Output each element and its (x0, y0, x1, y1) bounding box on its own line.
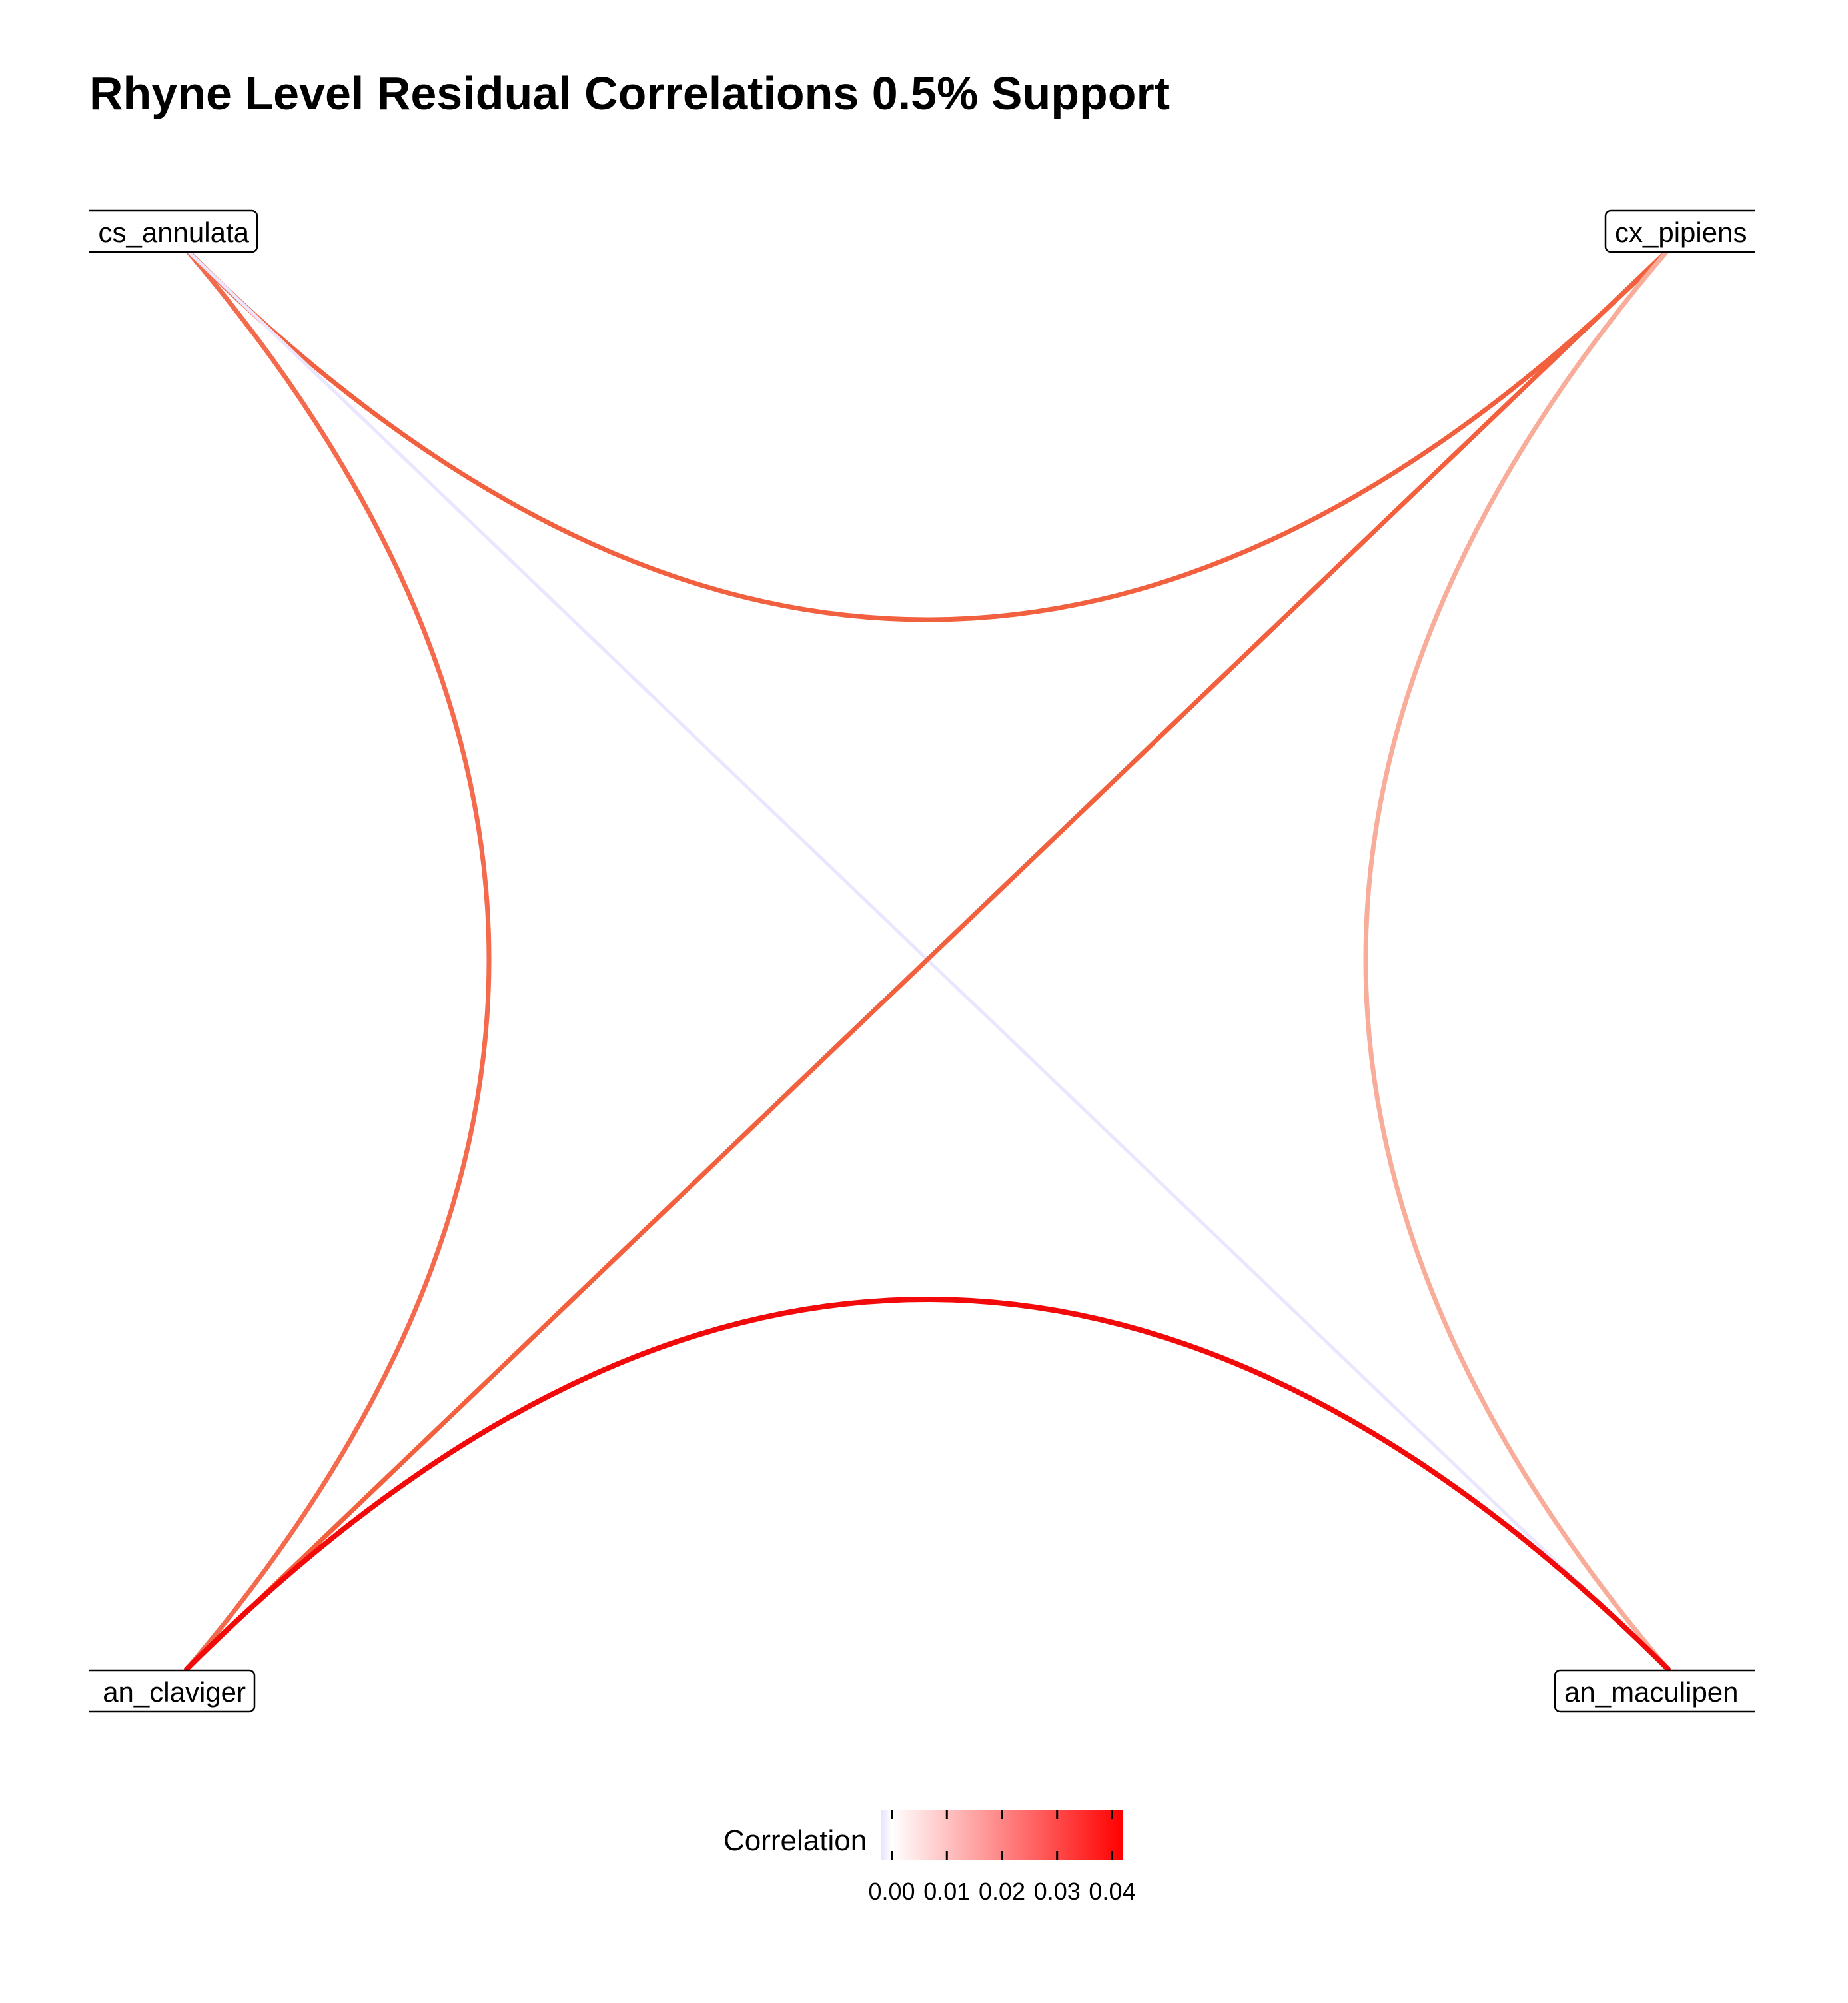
edge-cs_annulata-cx_pipiens (184, 247, 1671, 622)
legend-tick-label: 0.03 (1033, 1878, 1081, 1905)
legend-tick-label: 0.01 (923, 1878, 971, 1905)
legend-tick-label: 0.04 (1089, 1878, 1136, 1905)
node-label-cs_annulata: cs_annulata (98, 217, 249, 248)
node-cx_pipiens: cx_pipiens (1604, 209, 1755, 253)
legend-tick-label: 0.02 (978, 1878, 1026, 1905)
edge-cs_annulata-an_claviger (184, 247, 492, 1672)
legend-title: Correlation (723, 1824, 867, 1857)
legend-tick-labels: 0.00 0.01 0.02 0.03 0.04 (868, 1878, 1159, 1911)
node-an_claviger: an_claviger (89, 1669, 256, 1713)
legend-colorbar (881, 1810, 1123, 1860)
node-label-an_claviger: an_claviger (103, 1676, 246, 1708)
node-cs_annulata: cs_annulata (89, 209, 258, 253)
edge-an_claviger-an_maculipen (184, 1297, 1671, 1672)
node-label-cx_pipiens: cx_pipiens (1615, 217, 1747, 248)
node-an_maculipen: an_maculipen (1554, 1669, 1755, 1713)
node-label-an_maculipen: an_maculipen (1564, 1676, 1739, 1708)
chart-title: Rhyne Level Residual Correlations 0.5% S… (89, 67, 1170, 119)
edge-cx_pipiens-an_claviger (184, 247, 1671, 1672)
legend-tick-label: 0.00 (868, 1878, 915, 1905)
edge-cx_pipiens-an_maculipen (1363, 247, 1671, 1672)
